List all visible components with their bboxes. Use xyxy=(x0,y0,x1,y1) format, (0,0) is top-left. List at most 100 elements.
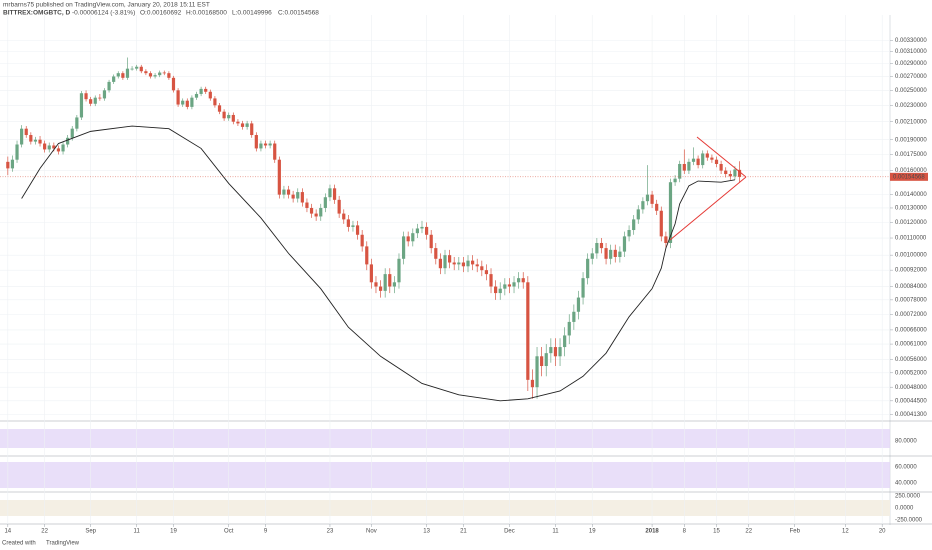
candle-body xyxy=(434,248,438,259)
candle-body xyxy=(107,81,111,91)
candle-body xyxy=(517,278,521,283)
candle-body xyxy=(659,210,663,237)
indicator-band xyxy=(0,500,890,516)
candle-body xyxy=(397,258,401,283)
candle-body xyxy=(378,286,383,291)
y-tick-label: 0.00100000 xyxy=(895,253,927,259)
candle-body xyxy=(213,98,217,106)
candle-body xyxy=(664,236,668,243)
indicator-label: 250.0000 xyxy=(895,494,921,500)
x-tick-label: 21 xyxy=(460,529,467,535)
candle-body xyxy=(719,163,723,171)
candle-body xyxy=(705,153,709,158)
candle-body xyxy=(392,282,396,287)
candle-body xyxy=(448,255,452,263)
candles xyxy=(0,57,890,402)
ohlc-legend: O:0.00160692 H:0.00168500 L:0.00149996 C:0.… xyxy=(140,10,319,17)
candle-body xyxy=(98,97,102,99)
candle-body xyxy=(365,246,369,265)
candle-body xyxy=(429,234,433,249)
candle-body xyxy=(549,347,553,354)
triangle-lower xyxy=(669,176,747,241)
candle-body xyxy=(572,311,576,322)
candle-body xyxy=(6,161,10,169)
candle-body xyxy=(300,192,304,203)
candle-body xyxy=(452,262,456,265)
candle-body xyxy=(148,73,153,77)
x-tick-label: 13 xyxy=(423,529,430,535)
candle-body xyxy=(710,157,714,160)
candle-body xyxy=(116,73,120,77)
candle-body xyxy=(360,234,364,247)
candle-body xyxy=(622,236,627,252)
indicator-label: -250.0000 xyxy=(895,518,923,524)
candle-body xyxy=(691,158,696,162)
axes: 0.00330000 0.00310000 0.00290000 0.00270000… xyxy=(4,38,928,535)
candle-body xyxy=(227,114,231,119)
candle-body xyxy=(618,251,622,257)
candle-body xyxy=(540,356,544,367)
x-tick-label: Dec xyxy=(504,529,515,535)
candle-body xyxy=(254,135,258,149)
candle-body xyxy=(494,286,498,294)
y-tick-label: 0.00175000 xyxy=(895,152,927,158)
candle-body xyxy=(70,128,74,138)
candle-body xyxy=(724,170,728,175)
candle-body xyxy=(190,97,194,107)
candle-body xyxy=(728,174,732,177)
y-tick-label: 0.00061000 xyxy=(895,342,927,348)
candle-body xyxy=(682,163,686,171)
candle-body xyxy=(291,194,295,199)
ohlc-value: C:0.00154568 xyxy=(278,10,319,17)
candle-body xyxy=(586,258,590,279)
candle-body xyxy=(38,139,42,144)
y-tick-label: 0.00072000 xyxy=(895,312,927,318)
candle-body xyxy=(268,143,272,146)
candle-body xyxy=(231,114,235,122)
candle-body xyxy=(401,236,406,259)
y-tick-label: 0.00250000 xyxy=(895,88,927,94)
candle-body xyxy=(181,100,185,105)
candle-body xyxy=(737,169,742,177)
candle-body xyxy=(668,182,673,243)
indicator-label: 60.0000 xyxy=(895,465,917,471)
candle-body xyxy=(75,117,79,129)
candle-body xyxy=(337,199,341,214)
candle-body xyxy=(263,143,268,146)
candle-body xyxy=(636,209,640,220)
x-tick-label: Sep xyxy=(85,529,96,535)
candle-body xyxy=(567,321,571,336)
candle-body xyxy=(733,169,737,177)
candle-body xyxy=(43,143,47,150)
indicator-label: 80.0000 xyxy=(895,439,917,445)
candle-body xyxy=(56,148,61,152)
candle-body xyxy=(438,258,442,269)
candle-body xyxy=(383,274,387,291)
candle-body xyxy=(604,248,608,259)
y-tick-label: 0.00044500 xyxy=(895,398,927,404)
candle-body xyxy=(687,161,691,171)
indicator-band xyxy=(0,429,890,448)
candle-body xyxy=(47,145,51,150)
x-tick-label: Feb xyxy=(790,529,801,535)
candle-body xyxy=(457,262,461,265)
last-price-label: 0.00154568 xyxy=(893,174,925,180)
candle-body xyxy=(475,264,479,267)
y-tick-label: 0.00230000 xyxy=(895,103,927,109)
y-tick-label: 0.00140000 xyxy=(895,192,927,198)
candle-body xyxy=(599,242,604,249)
candle-body xyxy=(526,282,530,380)
x-tick-label: 9 xyxy=(264,529,268,535)
candle-body xyxy=(443,255,447,269)
candle-body xyxy=(498,288,502,294)
candle-body xyxy=(89,99,93,104)
candle-body xyxy=(296,192,300,199)
x-tick-label: 19 xyxy=(170,529,177,535)
candle-body xyxy=(678,163,682,179)
candle-body xyxy=(199,88,203,94)
candle-body xyxy=(171,77,176,91)
candle-body xyxy=(553,347,558,357)
candle-body xyxy=(480,266,484,271)
candle-body xyxy=(595,242,599,254)
